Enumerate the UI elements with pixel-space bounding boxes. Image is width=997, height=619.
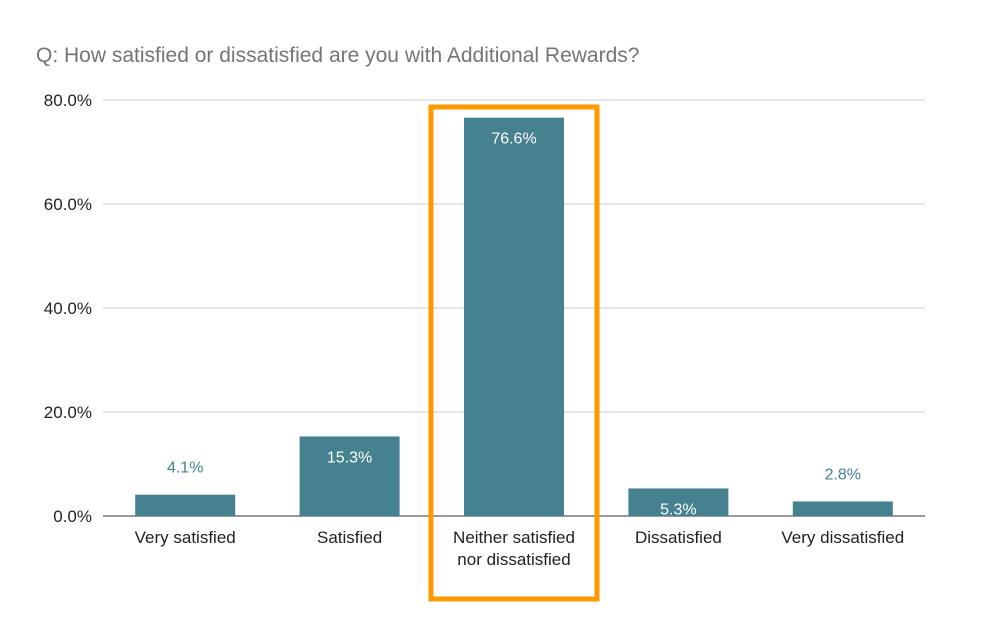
x-tick-label: Dissatisfied xyxy=(635,528,722,547)
data-label: 76.6% xyxy=(491,131,536,148)
data-label: 5.3% xyxy=(660,501,696,518)
bar xyxy=(135,494,236,516)
x-tick-label: Very dissatisfied xyxy=(781,528,904,547)
y-tick-label: 80.0% xyxy=(44,91,92,110)
x-tick-label: Satisfied xyxy=(317,528,382,547)
y-tick-label: 20.0% xyxy=(44,403,92,422)
y-tick-label: 60.0% xyxy=(44,195,92,214)
y-tick-label: 40.0% xyxy=(44,299,92,318)
chart-title: Q: How satisfied or dissatisfied are you… xyxy=(36,44,640,67)
x-tick-label: Very satisfied xyxy=(135,528,236,547)
bar xyxy=(792,501,893,516)
data-label: 15.3% xyxy=(327,449,372,466)
bar xyxy=(299,436,400,516)
highlight-rectangle xyxy=(428,104,600,602)
data-label: 4.1% xyxy=(167,460,203,477)
y-tick-label: 0.0% xyxy=(53,507,92,526)
bars: 4.1% 15.3% 76.6% 5.3% 2.8% xyxy=(135,117,893,518)
highlight-box xyxy=(428,104,600,602)
data-label: 2.8% xyxy=(825,466,861,483)
x-axis-labels: Very satisfied Satisfied Neither satisfied… xyxy=(135,528,905,569)
x-tick-label: Neither satisfied xyxy=(453,528,575,547)
bar xyxy=(464,117,564,517)
bar xyxy=(628,488,729,516)
y-axis-ticks: 0.0% 20.0% 40.0% 60.0% 80.0% xyxy=(44,91,92,526)
x-tick-label: nor dissatisfied xyxy=(457,550,570,569)
